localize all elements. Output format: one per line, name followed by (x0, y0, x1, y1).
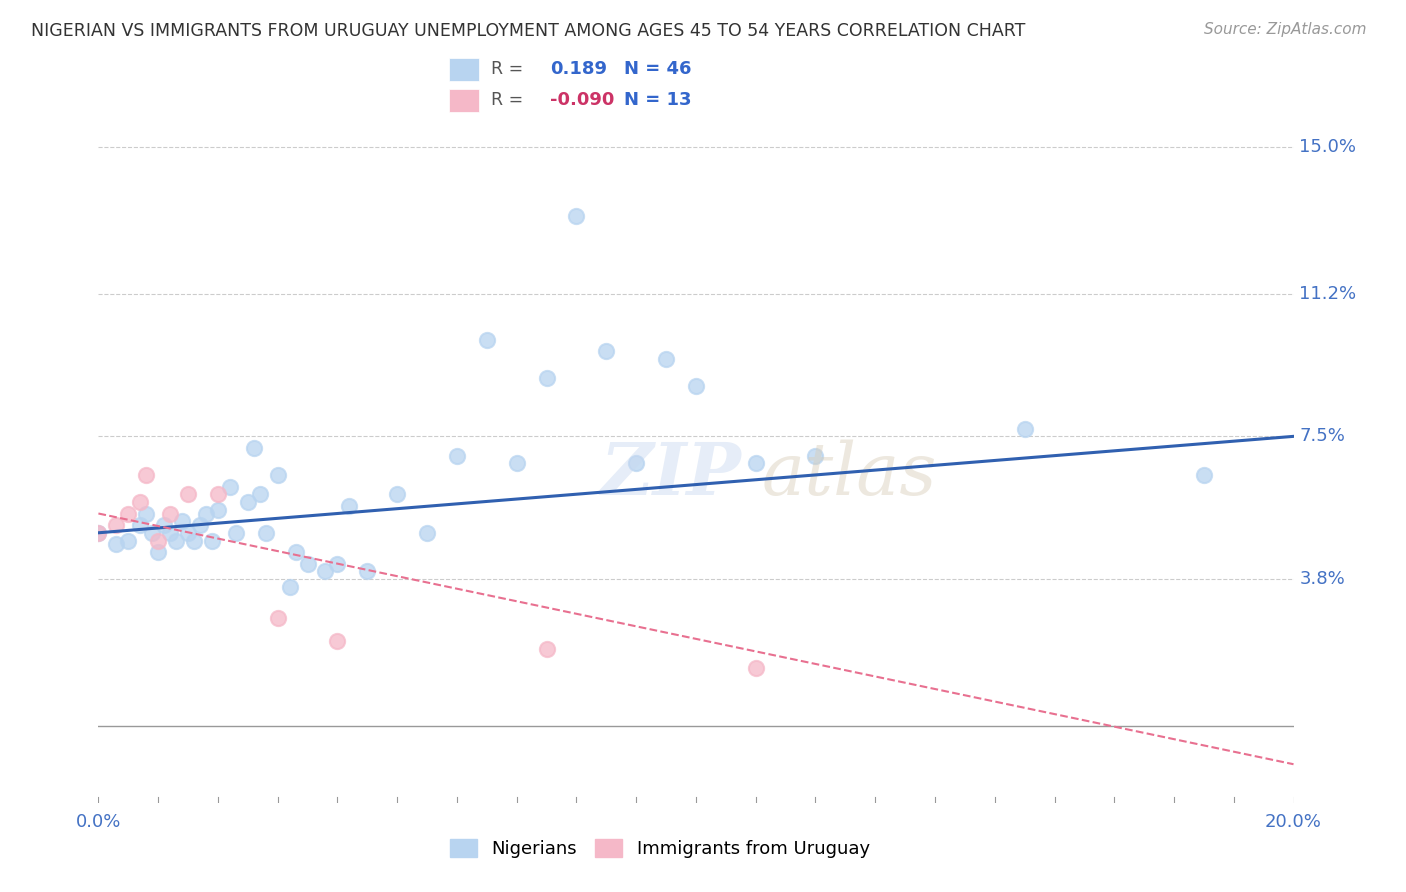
Point (135, 467, 157, 482)
Point (326, 633, 349, 648)
Text: NIGERIAN VS IMMIGRANTS FROM URUGUAY UNEMPLOYMENT AMONG AGES 45 TO 54 YEARS CORRE: NIGERIAN VS IMMIGRANTS FROM URUGUAY UNEM… (31, 22, 1025, 40)
Point (243, 441, 266, 455)
Point (172, 514, 194, 528)
Text: 7.5%: 7.5% (1299, 427, 1346, 445)
Legend: Nigerians, Immigrants from Uruguay: Nigerians, Immigrants from Uruguay (443, 831, 877, 865)
Point (315, 565, 337, 579)
Point (183, 533, 205, 548)
Point (326, 557, 349, 571)
Point (225, 525, 247, 540)
Point (249, 487, 271, 501)
Point (506, 456, 529, 470)
Point (536, 371, 558, 385)
Point (1014, 422, 1036, 436)
Text: 15.0%: 15.0% (1299, 138, 1357, 156)
Point (159, 525, 181, 540)
Point (745, 456, 768, 470)
Point (267, 610, 290, 624)
Point (475, 333, 498, 347)
Point (87, 525, 110, 540)
Point (536, 641, 558, 656)
Point (105, 518, 128, 533)
Point (626, 456, 648, 470)
Text: R =: R = (491, 60, 523, 78)
Text: ZIP: ZIP (600, 439, 741, 510)
Point (416, 525, 439, 540)
Point (655, 352, 678, 367)
Point (117, 507, 139, 521)
Point (148, 533, 170, 548)
Text: N = 46: N = 46 (624, 60, 692, 78)
Text: Source: ZipAtlas.com: Source: ZipAtlas.com (1204, 22, 1367, 37)
Point (165, 533, 187, 548)
Text: 11.2%: 11.2% (1299, 285, 1357, 302)
Point (219, 479, 242, 493)
Point (685, 379, 707, 393)
Point (297, 557, 319, 571)
Text: 3.8%: 3.8% (1299, 570, 1346, 588)
Point (804, 449, 827, 463)
Text: atlas: atlas (762, 439, 938, 510)
Point (207, 502, 229, 516)
Point (1192, 467, 1215, 482)
Point (385, 487, 409, 501)
Point (356, 565, 378, 579)
FancyBboxPatch shape (449, 89, 479, 112)
Point (177, 487, 200, 501)
Text: R =: R = (491, 92, 523, 110)
Point (267, 467, 290, 482)
Point (278, 580, 301, 594)
Point (595, 344, 617, 359)
Point (284, 545, 307, 559)
Text: -0.090: -0.090 (550, 92, 614, 110)
Point (201, 533, 224, 548)
Text: N = 13: N = 13 (624, 92, 692, 110)
FancyBboxPatch shape (449, 58, 479, 81)
Point (135, 507, 157, 521)
Point (188, 518, 211, 533)
Point (745, 661, 768, 675)
Point (236, 495, 259, 509)
Point (446, 449, 468, 463)
Point (129, 495, 152, 509)
Point (153, 518, 176, 533)
Point (339, 499, 361, 513)
Point (117, 533, 139, 548)
Point (129, 518, 152, 533)
Point (177, 525, 200, 540)
Text: 0.189: 0.189 (550, 60, 607, 78)
Point (148, 545, 170, 559)
Point (87, 525, 110, 540)
Point (141, 525, 163, 540)
Point (195, 507, 218, 521)
Point (207, 487, 229, 501)
Point (105, 537, 128, 551)
Point (565, 210, 588, 224)
Point (159, 507, 181, 521)
Point (254, 525, 277, 540)
